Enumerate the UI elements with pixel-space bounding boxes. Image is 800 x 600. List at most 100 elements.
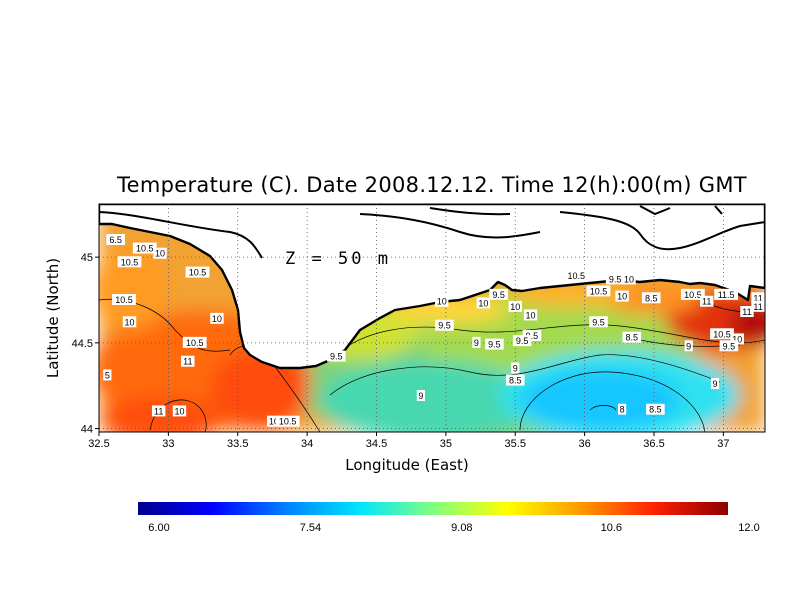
contour-label-bg [181,355,195,367]
contour-label-bg [751,300,765,312]
contour-label: 10.5 [115,295,133,305]
contour-label-bg [153,247,167,259]
x-axis-label: Longitude (East) [345,456,468,474]
contour-label: 9 [513,364,518,374]
contour-label-bg [326,350,346,362]
chart-title: Temperature (C). Date 2008.12.12. Time 1… [116,173,747,197]
contour-label: 10.5 [279,417,297,427]
x-tick-label: 34.5 [366,438,387,450]
y-tick-label: 44 [81,424,93,436]
contour-label: 10 [125,317,135,327]
contour-label-bg [617,403,627,415]
y-axis-label: Latitude (North) [44,258,62,378]
contour-label: 9.5 [516,336,529,346]
contour-label: 9.5 [488,340,501,350]
colorbar-gradient [138,502,728,515]
contour-label-bg [435,319,454,331]
contour-label-bg [476,297,491,309]
contour-label-bg [512,335,532,347]
contour-label: 10 [526,310,536,320]
contour-label: 10 [212,314,222,324]
contour-label: 10.5 [568,271,586,281]
y-tick-label: 45 [81,252,93,264]
contour-label: 5 [105,370,110,380]
x-tick-label: 35 [440,438,452,450]
contour-label: 11 [742,307,751,317]
contour-label: 9.5 [609,274,622,284]
contour-label: 9.5 [723,341,736,351]
x-tick-label: 33 [162,438,174,450]
x-tick-label: 36.5 [643,438,664,450]
contour-label: 10.5 [189,268,207,278]
contour-label-bg [210,312,224,324]
contour-label-bg [730,333,744,345]
contour-label: 10 [174,406,184,416]
contour-label-bg [680,288,705,300]
contour-label: 11 [154,406,163,416]
contour-label-bg [275,415,300,427]
contour-label: 6.5 [109,235,122,245]
contour-label: 10.5 [121,257,139,267]
contour-label-bg [185,266,210,278]
contour-label-bg [522,330,542,341]
contour-label-bg [710,378,720,389]
contour-label-bg [435,295,449,307]
contour-label: 10.5 [136,244,154,254]
contour-label-bg [172,405,187,417]
contour-label: 10.5 [186,338,204,348]
contour-label: 9.5 [438,321,451,331]
y-tick-label: 44.5 [72,338,93,350]
x-tick-label: 35.5 [505,438,526,450]
contour-label: 10 [269,417,279,427]
colorbar-tick-label: 7.54 [300,522,321,534]
contour-label: 10 [155,249,165,259]
depth-annotation: Z = 50 m [285,249,391,269]
contour-label: 11.5 [718,290,735,300]
contour-label: 10 [478,298,488,308]
contour-label: 8.5 [649,405,662,415]
contour-label: 9.5 [330,352,343,362]
contour-label: 9.5 [492,290,505,300]
contour-label: 8.5 [645,293,658,303]
contour-label-bg [646,403,665,415]
contour-label: 10 [732,334,742,344]
contour-label: 11 [753,302,762,312]
contour-label: 10 [437,297,447,307]
contour-label-bg [710,328,734,340]
y-axis-ticks: 44 44.5 45 [72,252,99,436]
contour-label-bg [622,331,642,343]
grid [98,204,765,432]
contour-label: 10 [624,274,634,284]
contour-label-bg [103,369,112,381]
contour-label: 11 [183,357,192,367]
contour-label-bg [117,256,142,268]
contour-label-bg [416,390,425,401]
contour-label-bg [751,292,765,304]
contour-label-bg [122,316,137,328]
contour-label-bg [589,316,608,328]
contour-label-bg [511,362,520,374]
contour-label-bg [564,270,589,281]
contour-label: 10.5 [590,286,608,296]
contour-label-bg [106,234,125,245]
contour-label-bg [472,336,481,348]
contour-label: 9 [686,341,691,351]
contour-label: 8 [620,405,625,415]
contour-label-bg [489,288,508,300]
contour-label-bg [508,300,522,312]
contour-label-bg [112,294,136,305]
colorbar-tick-label: 9.08 [451,522,472,534]
contour-label: 9 [713,379,718,389]
x-tick-label: 37 [717,438,729,450]
contour-label: 11 [753,293,762,303]
colorbar: 6.00 7.54 9.08 10.6 12.0 [138,502,760,534]
colorbar-tick-label: 6.00 [148,522,169,534]
x-tick-label: 34 [301,438,313,450]
contour-label: 11 [702,297,711,307]
contour-label: 9.5 [592,317,605,327]
contour-label-bg [740,306,754,317]
contour-label-bg [719,340,739,352]
contour-label-bg [615,290,629,302]
